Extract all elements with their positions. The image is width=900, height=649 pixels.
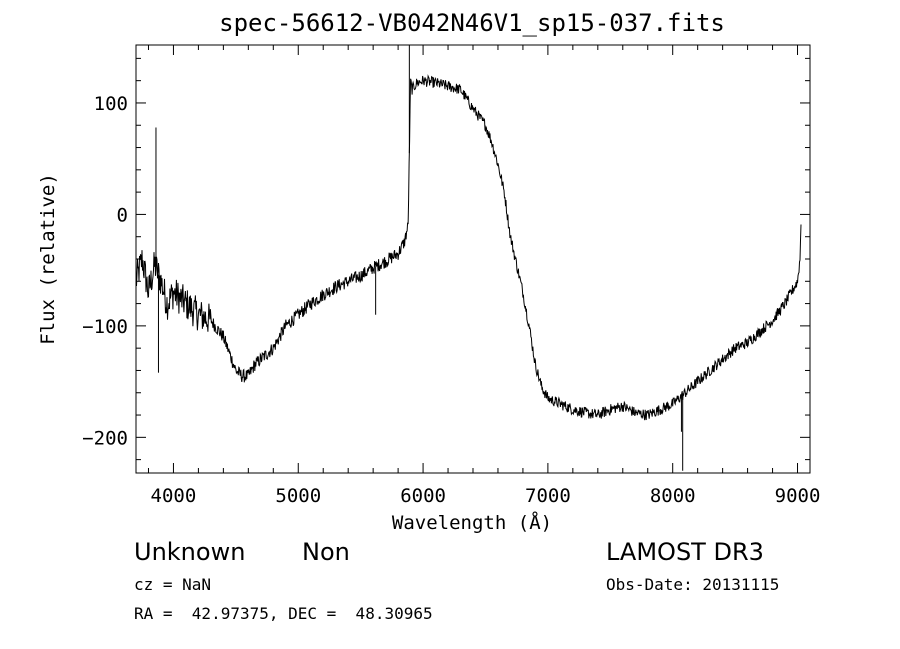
- x-tick-label: 8000: [650, 485, 696, 507]
- y-tick-label: 100: [94, 93, 128, 115]
- y-tick-label: −100: [82, 316, 128, 338]
- x-tick-label: 5000: [275, 485, 321, 507]
- y-tick-label: 0: [117, 204, 128, 226]
- axis-ticks: [136, 45, 810, 473]
- y-axis-label: Flux (relative): [37, 173, 59, 345]
- spectrum-series: [135, 45, 802, 471]
- survey-label: LAMOST DR3: [606, 538, 764, 566]
- object-type: Unknown: [134, 538, 246, 566]
- obs-date-text: Obs-Date: 20131115: [606, 575, 780, 594]
- redshift-text: cz = NaN: [134, 575, 212, 594]
- y-tick-label: −200: [82, 427, 128, 449]
- x-axis-label: Wavelength (Å): [392, 511, 552, 534]
- x-tick-label: 6000: [400, 485, 446, 507]
- object-class: Non: [302, 538, 350, 566]
- axis-tick-labels: 4000 5000 6000 7000 8000 9000 100 0 −100 −200: [82, 93, 820, 507]
- spectrum-line: [135, 74, 802, 421]
- chart-title: spec-56612-VB042N46V1_sp15-037.fits: [219, 9, 725, 37]
- x-tick-label: 4000: [151, 485, 197, 507]
- x-tick-label: 9000: [775, 485, 821, 507]
- x-tick-label: 7000: [525, 485, 571, 507]
- coordinates-text: RA = 42.97375, DEC = 48.30965: [134, 604, 433, 623]
